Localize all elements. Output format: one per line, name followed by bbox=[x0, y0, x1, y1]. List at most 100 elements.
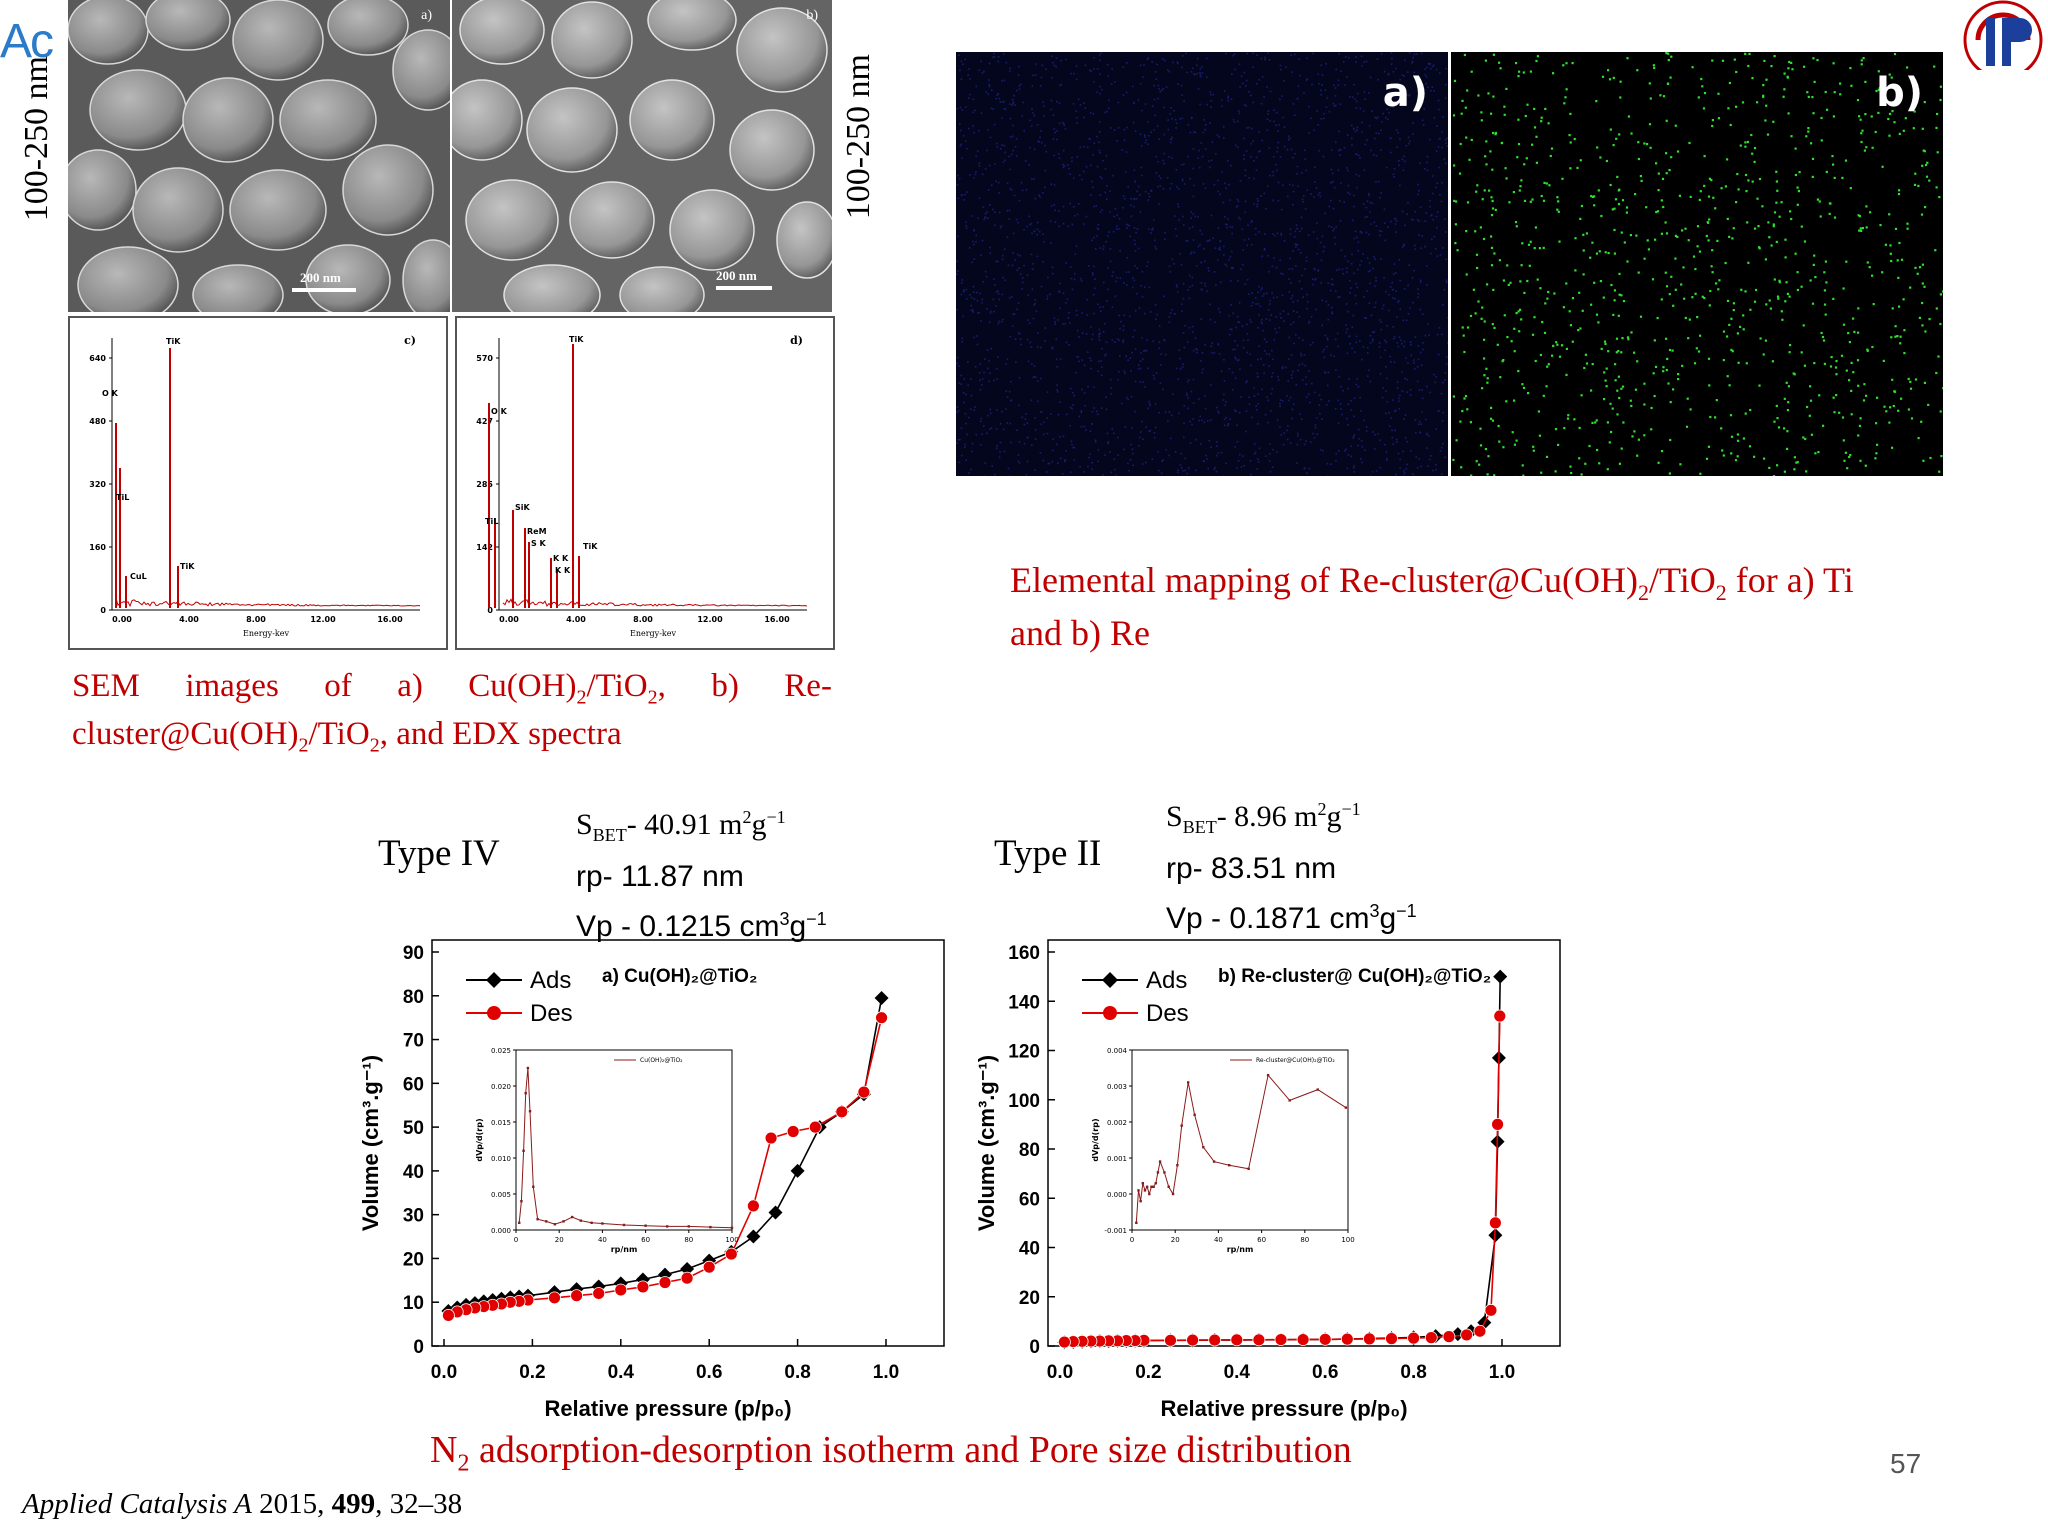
inset-y-label: dVp/d(rp) bbox=[475, 1118, 484, 1161]
inset-x-label: rp/nm bbox=[1227, 1245, 1254, 1254]
data-point-des bbox=[1318, 1332, 1332, 1346]
y-tick-label: 0 bbox=[1029, 1337, 1040, 1358]
sem-image-a: a) 200 nm bbox=[68, 0, 450, 312]
inset-data-point bbox=[524, 1092, 527, 1095]
inset-y-tick-label: 0.010 bbox=[491, 1155, 511, 1163]
edx-peak-label: ReM bbox=[527, 527, 547, 536]
inset-x-tick-label: 20 bbox=[1171, 1236, 1180, 1244]
data-point-des bbox=[548, 1291, 561, 1305]
sem-image-b: b) 200 nm bbox=[452, 0, 832, 312]
data-point-des bbox=[1488, 1216, 1502, 1230]
mapping-tag-b: b) bbox=[1876, 70, 1923, 116]
edx-ytick-label: 320 bbox=[89, 480, 106, 489]
data-point-des bbox=[1407, 1331, 1421, 1345]
edx-xtick-label: 4.00 bbox=[179, 615, 199, 624]
data-point-des bbox=[1442, 1330, 1456, 1344]
inset-x-tick-label: 60 bbox=[641, 1236, 650, 1244]
inset-data-point bbox=[520, 1200, 523, 1203]
y-axis-label: Volume (cm³.g⁻¹) bbox=[358, 1055, 383, 1231]
y-tick-label: 100 bbox=[1008, 1091, 1040, 1112]
inset-data-point bbox=[1143, 1189, 1147, 1192]
data-point-des bbox=[1164, 1333, 1177, 1347]
inset-y-tick-label: 0.000 bbox=[1107, 1191, 1127, 1199]
data-point-des bbox=[570, 1289, 584, 1303]
inset-y-tick-label: 0.005 bbox=[491, 1191, 511, 1199]
chart-title: b) Re-cluster@ Cu(OH)₂@TiO₂ bbox=[1218, 966, 1491, 987]
sem-caption-line2: cluster@Cu(OH)2/TiO2, and EDX spectra bbox=[72, 716, 622, 757]
data-point-des bbox=[1424, 1331, 1438, 1345]
inset-data-point bbox=[545, 1220, 548, 1223]
inset-y-tick-label: 0.000 bbox=[491, 1227, 511, 1235]
plot-frame bbox=[1047, 939, 1561, 1347]
inset-data-point bbox=[1344, 1106, 1348, 1109]
x-tick-label: 1.0 bbox=[1489, 1362, 1515, 1383]
edx-ytick-label: 427 bbox=[476, 417, 493, 426]
inset-data-point bbox=[522, 1149, 525, 1152]
data-point-des bbox=[1252, 1333, 1266, 1347]
data-point-des bbox=[835, 1105, 849, 1119]
legend-marker-ads bbox=[1102, 972, 1118, 988]
data-point-des bbox=[1460, 1328, 1474, 1342]
chart-title: a) Cu(OH)₂@TiO₂ bbox=[602, 966, 757, 987]
inset-x-tick-label: 40 bbox=[598, 1236, 607, 1244]
inset-data-point bbox=[1141, 1182, 1144, 1185]
y-tick-label: 40 bbox=[1019, 1239, 1040, 1260]
inset-data-point bbox=[528, 1110, 532, 1113]
inset-data-point bbox=[1247, 1167, 1250, 1170]
logo-iip bbox=[1958, 0, 2048, 92]
size-label-left: 100-250 nm bbox=[18, 56, 55, 222]
y-tick-label: 80 bbox=[1019, 1140, 1040, 1161]
isotherm-chart-b: 0 20 40 60 80 100 120 140 160 0.0 0.2 0.4 0.6 0.8 1.0 R… bbox=[956, 924, 1576, 1434]
x-tick-label: 0.4 bbox=[1224, 1362, 1251, 1383]
x-axis-label: Relative pressure (p/p₀) bbox=[544, 1396, 791, 1421]
edx-ytick-label: 640 bbox=[89, 354, 106, 363]
data-point-des bbox=[746, 1199, 760, 1213]
inset-legend-label: Re-cluster@Cu(OH)₂@TiO₂ bbox=[1256, 1057, 1335, 1064]
inset-x-tick-label: 100 bbox=[1341, 1236, 1354, 1244]
size-label-right: 100-250 nm bbox=[840, 54, 877, 220]
x-tick-label: 0.0 bbox=[431, 1362, 457, 1383]
inset-data-point bbox=[1152, 1185, 1155, 1188]
edx-tag: d) bbox=[790, 334, 803, 347]
y-tick-label: 50 bbox=[403, 1118, 424, 1139]
y-tick-label: 80 bbox=[403, 987, 424, 1008]
inset-data-point bbox=[1266, 1074, 1270, 1077]
y-tick-label: 70 bbox=[403, 1031, 424, 1052]
inset-data-point bbox=[1176, 1164, 1179, 1167]
inset-data-point bbox=[570, 1215, 574, 1219]
inset-data-point bbox=[1180, 1124, 1183, 1127]
y-tick-label: 90 bbox=[403, 943, 424, 964]
data-point-ads bbox=[680, 1261, 695, 1276]
y-tick-label: 60 bbox=[403, 1074, 424, 1095]
data-point-des bbox=[875, 1011, 888, 1025]
y-tick-label: 30 bbox=[403, 1206, 424, 1227]
data-point-des bbox=[724, 1247, 738, 1261]
data-point-des bbox=[680, 1271, 694, 1285]
data-point-des bbox=[764, 1131, 778, 1145]
x-tick-label: 0.8 bbox=[784, 1362, 810, 1383]
y-tick-label: 0 bbox=[413, 1337, 424, 1358]
edx-peak-label: S K bbox=[531, 539, 547, 548]
type-label-right: Type II bbox=[994, 833, 1102, 874]
edx-peak-label: K K bbox=[555, 566, 571, 575]
inset-y-tick-label: -0.001 bbox=[1104, 1227, 1127, 1235]
inset-data-point bbox=[1167, 1185, 1170, 1188]
legend-label-ads: Ads bbox=[1146, 967, 1187, 994]
edx-xtick-label: 0.00 bbox=[112, 615, 132, 624]
edx-peak-label: CuL bbox=[130, 572, 147, 581]
y-axis-label: Volume (cm³.g⁻¹) bbox=[974, 1055, 999, 1231]
data-point-des bbox=[857, 1085, 871, 1099]
inset-frame bbox=[1131, 1049, 1349, 1231]
vp-right: Vp - 0.1871 cm3g−1 bbox=[1166, 901, 1417, 935]
inset-data-point bbox=[1316, 1088, 1319, 1091]
inset-y-tick-label: 0.002 bbox=[1107, 1119, 1127, 1127]
x-tick-label: 0.0 bbox=[1047, 1362, 1073, 1383]
inset-data-point bbox=[518, 1221, 521, 1224]
inset-data-point bbox=[1186, 1081, 1190, 1084]
edx-ytick-label: 142 bbox=[476, 543, 493, 552]
edx-spectrum-d: 0 142 285 427 570 0.00 4.00 8.00 12.00 16.00 Energ… bbox=[455, 316, 835, 650]
data-point-des bbox=[1340, 1332, 1354, 1346]
mapping-tag-a: a) bbox=[1382, 70, 1428, 116]
rp-left: rp- 11.87 nm bbox=[576, 860, 744, 893]
inset-y-tick-label: 0.025 bbox=[491, 1047, 511, 1055]
